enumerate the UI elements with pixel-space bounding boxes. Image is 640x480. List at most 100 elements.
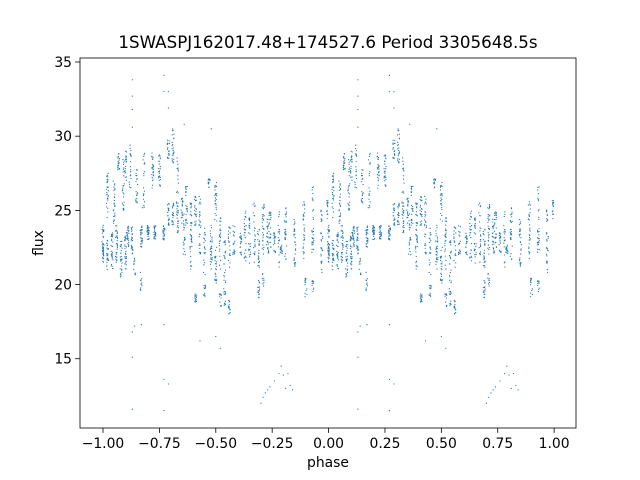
data-point bbox=[219, 255, 221, 257]
data-point bbox=[392, 139, 394, 141]
data-point bbox=[110, 244, 112, 246]
data-point bbox=[303, 214, 305, 217]
data-point bbox=[207, 183, 210, 185]
data-point bbox=[198, 211, 201, 213]
data-point bbox=[198, 195, 200, 197]
data-point bbox=[480, 205, 482, 207]
data-point bbox=[194, 204, 196, 207]
data-point bbox=[280, 248, 282, 250]
data-point bbox=[173, 137, 175, 139]
data-point bbox=[388, 410, 391, 412]
data-point bbox=[552, 213, 554, 216]
data-point bbox=[392, 143, 394, 145]
data-point bbox=[189, 228, 192, 230]
data-point bbox=[373, 229, 375, 231]
data-point bbox=[552, 200, 554, 202]
data-point bbox=[397, 134, 399, 136]
data-point bbox=[425, 198, 427, 200]
data-point bbox=[123, 193, 125, 195]
data-point bbox=[176, 205, 178, 207]
data-point bbox=[183, 244, 185, 246]
data-point bbox=[219, 301, 221, 303]
data-point bbox=[492, 221, 494, 223]
data-point bbox=[183, 123, 185, 125]
data-point bbox=[204, 251, 206, 254]
data-point bbox=[189, 202, 191, 204]
data-point bbox=[311, 282, 313, 285]
data-point bbox=[293, 258, 295, 260]
data-point bbox=[331, 202, 333, 205]
y-tick-label: 35 bbox=[54, 55, 72, 71]
data-point bbox=[492, 240, 494, 242]
data-point bbox=[151, 184, 154, 186]
data-point bbox=[203, 294, 205, 296]
data-point bbox=[499, 232, 501, 234]
data-point bbox=[450, 252, 452, 254]
data-point bbox=[262, 208, 264, 210]
data-point bbox=[228, 312, 230, 315]
data-point bbox=[261, 277, 263, 279]
data-point bbox=[440, 279, 442, 282]
data-point bbox=[345, 260, 347, 262]
data-point bbox=[328, 243, 330, 246]
data-point bbox=[210, 268, 212, 270]
data-point bbox=[397, 145, 399, 147]
data-point bbox=[190, 225, 192, 227]
data-point bbox=[351, 161, 353, 163]
data-point bbox=[358, 263, 360, 265]
data-point bbox=[487, 225, 489, 227]
data-point bbox=[546, 255, 548, 257]
data-point bbox=[257, 234, 260, 236]
data-point bbox=[519, 259, 521, 262]
data-point bbox=[494, 214, 496, 217]
data-point bbox=[350, 260, 353, 262]
data-point bbox=[258, 266, 260, 268]
data-point bbox=[450, 244, 452, 246]
data-point bbox=[367, 238, 369, 240]
data-point bbox=[433, 179, 435, 181]
data-point bbox=[343, 153, 345, 155]
data-point bbox=[130, 240, 132, 242]
data-point bbox=[151, 187, 153, 189]
data-point bbox=[378, 175, 380, 177]
data-point bbox=[441, 214, 443, 217]
data-point bbox=[393, 223, 395, 226]
data-point bbox=[435, 240, 437, 243]
data-point bbox=[499, 380, 501, 382]
data-point bbox=[105, 188, 108, 190]
data-point bbox=[424, 214, 426, 216]
data-point bbox=[355, 147, 357, 150]
data-point bbox=[494, 211, 496, 213]
data-point bbox=[107, 211, 109, 213]
data-point bbox=[140, 243, 142, 245]
data-point bbox=[546, 246, 548, 249]
data-point bbox=[128, 226, 130, 228]
data-point bbox=[141, 239, 143, 241]
data-point bbox=[278, 246, 280, 248]
data-point bbox=[116, 256, 118, 258]
data-point bbox=[484, 240, 486, 242]
data-point bbox=[257, 239, 259, 241]
data-point bbox=[328, 252, 330, 254]
data-point bbox=[267, 224, 269, 227]
data-point bbox=[168, 217, 170, 219]
data-point bbox=[313, 237, 315, 240]
data-point bbox=[356, 246, 358, 248]
data-point bbox=[352, 233, 354, 236]
data-point bbox=[353, 229, 355, 232]
data-point bbox=[531, 290, 533, 292]
data-point bbox=[119, 268, 121, 270]
data-point bbox=[223, 304, 225, 306]
data-point bbox=[387, 230, 390, 232]
data-point bbox=[377, 184, 379, 186]
data-point bbox=[158, 155, 160, 157]
data-point bbox=[440, 194, 442, 196]
data-point bbox=[249, 251, 252, 253]
data-point bbox=[257, 261, 260, 263]
data-point bbox=[102, 235, 104, 237]
data-point bbox=[106, 268, 108, 271]
data-point bbox=[470, 255, 472, 257]
data-point bbox=[429, 232, 431, 234]
data-point bbox=[124, 257, 126, 259]
data-point bbox=[193, 198, 196, 200]
